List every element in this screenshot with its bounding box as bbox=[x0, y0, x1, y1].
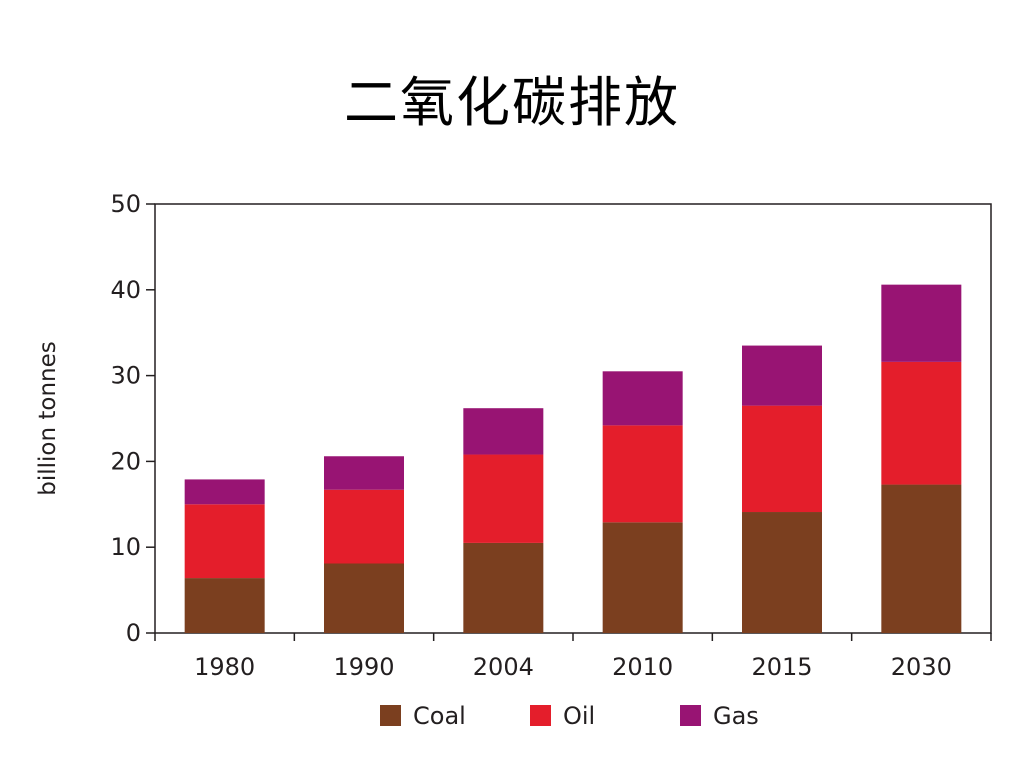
page-title: 二氧化碳排放 bbox=[344, 71, 680, 134]
y-tick-label: 10 bbox=[110, 533, 141, 561]
bar-coal-2004 bbox=[463, 542, 544, 633]
bar-coal-1990 bbox=[324, 563, 404, 633]
bar-gas-2010 bbox=[602, 371, 683, 426]
x-tick-label: 2010 bbox=[612, 653, 673, 681]
y-tick-label: 50 bbox=[110, 190, 141, 218]
y-tick-label: 30 bbox=[110, 362, 141, 390]
y-axis-title: billion tonnes bbox=[35, 341, 61, 496]
x-axis: 1980 1990 2004 2010 2015 2030 bbox=[154, 633, 992, 681]
bar-oil-2004 bbox=[463, 454, 544, 543]
bar-oil-2015 bbox=[742, 405, 822, 513]
legend: Coal Oil Gas bbox=[380, 702, 759, 730]
bars bbox=[184, 284, 962, 633]
x-tick-label: 1990 bbox=[333, 653, 394, 681]
bar-gas-1990 bbox=[324, 456, 404, 490]
bar-oil-1990 bbox=[324, 489, 404, 564]
bar-oil-1980 bbox=[184, 504, 265, 579]
bar-oil-2010 bbox=[602, 425, 683, 523]
y-tick-label: 20 bbox=[110, 447, 141, 475]
legend-label-coal: Coal bbox=[413, 702, 466, 730]
bar-gas-1980 bbox=[184, 479, 265, 505]
plot-frame bbox=[154, 203, 992, 634]
bar-oil-2030 bbox=[881, 361, 962, 485]
y-tick-label: 40 bbox=[110, 276, 141, 304]
x-tick-label: 2015 bbox=[751, 653, 812, 681]
bar-gas-2030 bbox=[881, 284, 962, 362]
plot-border bbox=[154, 203, 992, 634]
legend-swatch-coal bbox=[380, 705, 401, 726]
legend-swatch-oil bbox=[530, 705, 551, 726]
y-tick-label: 0 bbox=[126, 619, 141, 647]
bar-coal-2010 bbox=[602, 522, 683, 633]
bar-gas-2015 bbox=[742, 345, 822, 406]
bar-coal-2030 bbox=[881, 484, 962, 633]
x-tick-label: 1980 bbox=[194, 653, 255, 681]
bar-gas-2004 bbox=[463, 408, 544, 455]
x-tick-label: 2004 bbox=[473, 653, 534, 681]
y-axis: 0 10 20 30 40 50 bbox=[110, 190, 155, 647]
bar-coal-1980 bbox=[184, 578, 265, 633]
legend-label-oil: Oil bbox=[563, 702, 595, 730]
legend-swatch-gas bbox=[680, 705, 701, 726]
legend-label-gas: Gas bbox=[713, 702, 759, 730]
x-tick-label: 2030 bbox=[891, 653, 952, 681]
bar-coal-2015 bbox=[742, 512, 822, 633]
